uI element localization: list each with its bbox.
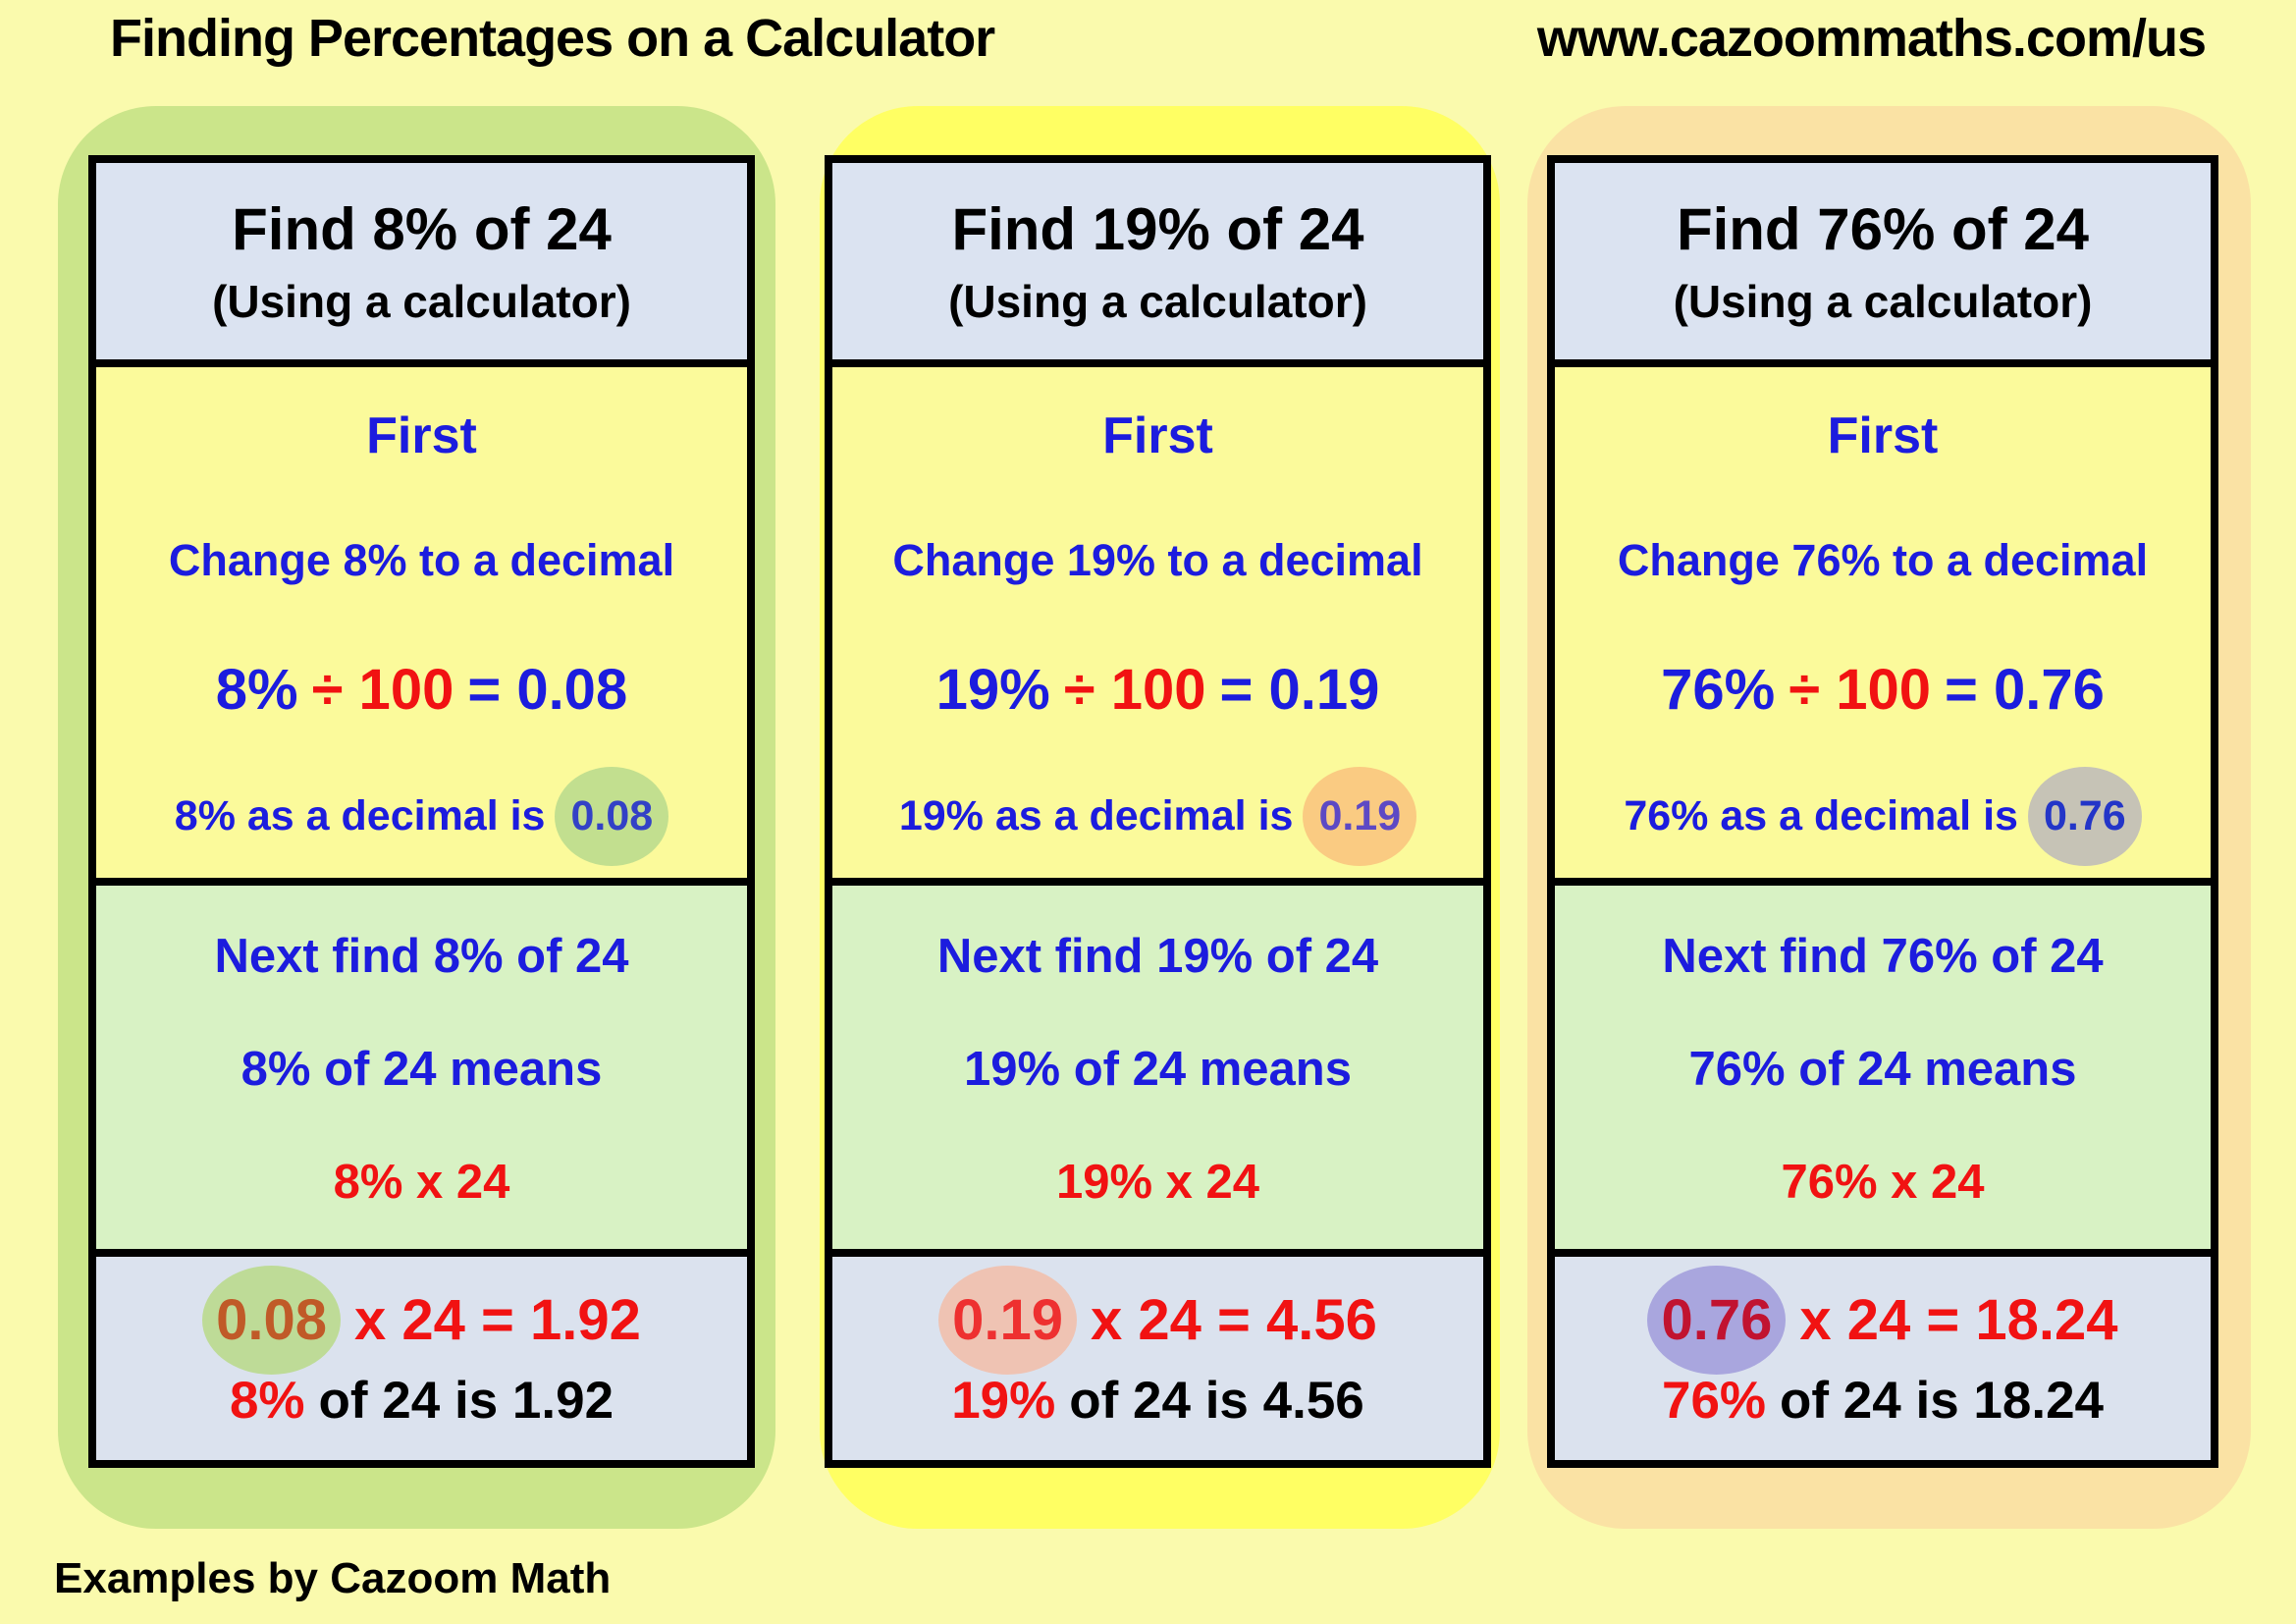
equation-percent: 8% [215, 657, 298, 722]
result-equation-rest: x 24 = 4.56 [1091, 1287, 1377, 1352]
step-label: First [366, 407, 477, 464]
equation-operator: ÷ 100 [1063, 657, 1206, 722]
example-card-76-percent: Find 76% of 24 (Using a calculator) Firs… [1527, 106, 2251, 1529]
next-instruction: Next find 76% of 24 [1662, 930, 2104, 983]
first-step-section: First Change 19% to a decimal 19% ÷ 100 = … [832, 367, 1483, 878]
next-step-section: Next find 19% of 24 19% of 24 means 19% … [832, 886, 1483, 1249]
example-table: Find 8% of 24 (Using a calculator) First… [88, 155, 755, 1468]
example-table: Find 19% of 24 (Using a calculator) Firs… [825, 155, 1491, 1468]
equation-operator: ÷ 100 [311, 657, 454, 722]
step-label: First [1102, 407, 1213, 464]
result-equation: 0.19 x 24 = 4.56 [938, 1265, 1377, 1375]
decimal-value-highlight: 0.08 [555, 766, 669, 866]
means-line: 76% of 24 means [1688, 1043, 2077, 1096]
example-card-8-percent: Find 8% of 24 (Using a calculator) First… [58, 106, 775, 1529]
problem-title: Find 76% of 24 [1676, 195, 2090, 262]
decimal-sentence: 76% as a decimal is 0.76 [1624, 766, 2142, 866]
footer-credit: Examples by Cazoom Math [54, 1554, 612, 1602]
result-equation-rest: x 24 = 1.92 [354, 1287, 641, 1352]
result-section: 0.19 x 24 = 4.56 19% of 24 is 4.56 [832, 1257, 1483, 1460]
site-url: www.cazoommaths.com/us [1536, 9, 2207, 68]
equation-result: = 0.19 [1219, 657, 1380, 722]
change-instruction: Change 76% to a decimal [1617, 535, 2149, 586]
final-statement: 19% of 24 is 4.56 [951, 1371, 1364, 1431]
result-value-highlight: 0.19 [938, 1265, 1077, 1375]
step-label: First [1827, 407, 1939, 464]
decimal-value-highlight: 0.19 [1303, 766, 1417, 866]
final-statement: 8% of 24 is 1.92 [230, 1371, 614, 1431]
equation-result: = 0.08 [467, 657, 628, 722]
decimal-sentence-text: 8% as a decimal is [174, 791, 546, 839]
decimal-sentence: 19% as a decimal is 0.19 [898, 766, 1417, 866]
page-title: Finding Percentages on a Calculator [110, 9, 995, 68]
decimal-sentence-text: 76% as a decimal is [1624, 791, 2018, 839]
result-equation: 0.76 x 24 = 18.24 [1647, 1265, 2118, 1375]
first-step-section: First Change 8% to a decimal 8% ÷ 100 = 0.… [96, 367, 747, 878]
first-step-section: First Change 76% to a decimal 76% ÷ 100 = … [1555, 367, 2211, 878]
change-instruction: Change 19% to a decimal [892, 535, 1423, 586]
example-table: Find 76% of 24 (Using a calculator) Firs… [1547, 155, 2218, 1468]
card-header: Find 76% of 24 (Using a calculator) [1555, 163, 2211, 359]
next-instruction: Next find 8% of 24 [214, 930, 629, 983]
problem-subtitle: (Using a calculator) [948, 275, 1367, 327]
final-percent: 8% [229, 1371, 305, 1430]
division-equation: 76% ÷ 100 = 0.76 [1661, 657, 2105, 723]
decimal-value-highlight: 0.76 [2027, 766, 2142, 866]
final-percent: 76% [1661, 1371, 1767, 1430]
problem-title: Find 8% of 24 [232, 195, 612, 262]
means-line: 19% of 24 means [964, 1043, 1352, 1096]
equation-percent: 19% [935, 657, 1050, 722]
equation-operator: ÷ 100 [1789, 657, 1931, 722]
means-line: 8% of 24 means [240, 1043, 603, 1096]
result-section: 0.08 x 24 = 1.92 8% of 24 is 1.92 [96, 1257, 747, 1460]
change-instruction: Change 8% to a decimal [168, 535, 675, 586]
card-header: Find 8% of 24 (Using a calculator) [96, 163, 747, 359]
equation-percent: 76% [1661, 657, 1776, 722]
equation-result: = 0.76 [1944, 657, 2105, 722]
result-equation-rest: x 24 = 18.24 [1799, 1287, 2118, 1352]
result-value-highlight: 0.08 [202, 1265, 341, 1375]
next-step-section: Next find 76% of 24 76% of 24 means 76% … [1555, 886, 2211, 1249]
multiplication-line: 19% x 24 [1055, 1156, 1260, 1209]
card-header: Find 19% of 24 (Using a calculator) [832, 163, 1483, 359]
multiplication-line: 8% x 24 [333, 1156, 510, 1209]
next-step-section: Next find 8% of 24 8% of 24 means 8% x 2… [96, 886, 747, 1249]
problem-subtitle: (Using a calculator) [212, 275, 631, 327]
multiplication-line: 76% x 24 [1781, 1156, 1985, 1209]
decimal-sentence-text: 19% as a decimal is [898, 791, 1294, 839]
final-statement: 76% of 24 is 18.24 [1662, 1371, 2104, 1431]
result-section: 0.76 x 24 = 18.24 76% of 24 is 18.24 [1555, 1257, 2211, 1460]
next-instruction: Next find 19% of 24 [936, 930, 1379, 983]
result-value-highlight: 0.76 [1647, 1265, 1787, 1375]
final-statement-rest: of 24 is 1.92 [318, 1371, 614, 1430]
final-statement-rest: of 24 is 18.24 [1780, 1371, 2105, 1430]
final-statement-rest: of 24 is 4.56 [1069, 1371, 1364, 1430]
division-equation: 8% ÷ 100 = 0.08 [216, 657, 627, 723]
final-percent: 19% [951, 1371, 1056, 1430]
division-equation: 19% ÷ 100 = 0.19 [936, 657, 1380, 723]
problem-title: Find 19% of 24 [951, 195, 1364, 262]
problem-subtitle: (Using a calculator) [1673, 275, 2093, 327]
decimal-sentence: 8% as a decimal is 0.08 [174, 766, 669, 866]
example-card-19-percent: Find 19% of 24 (Using a calculator) Firs… [820, 106, 1500, 1529]
result-equation: 0.08 x 24 = 1.92 [202, 1265, 641, 1375]
